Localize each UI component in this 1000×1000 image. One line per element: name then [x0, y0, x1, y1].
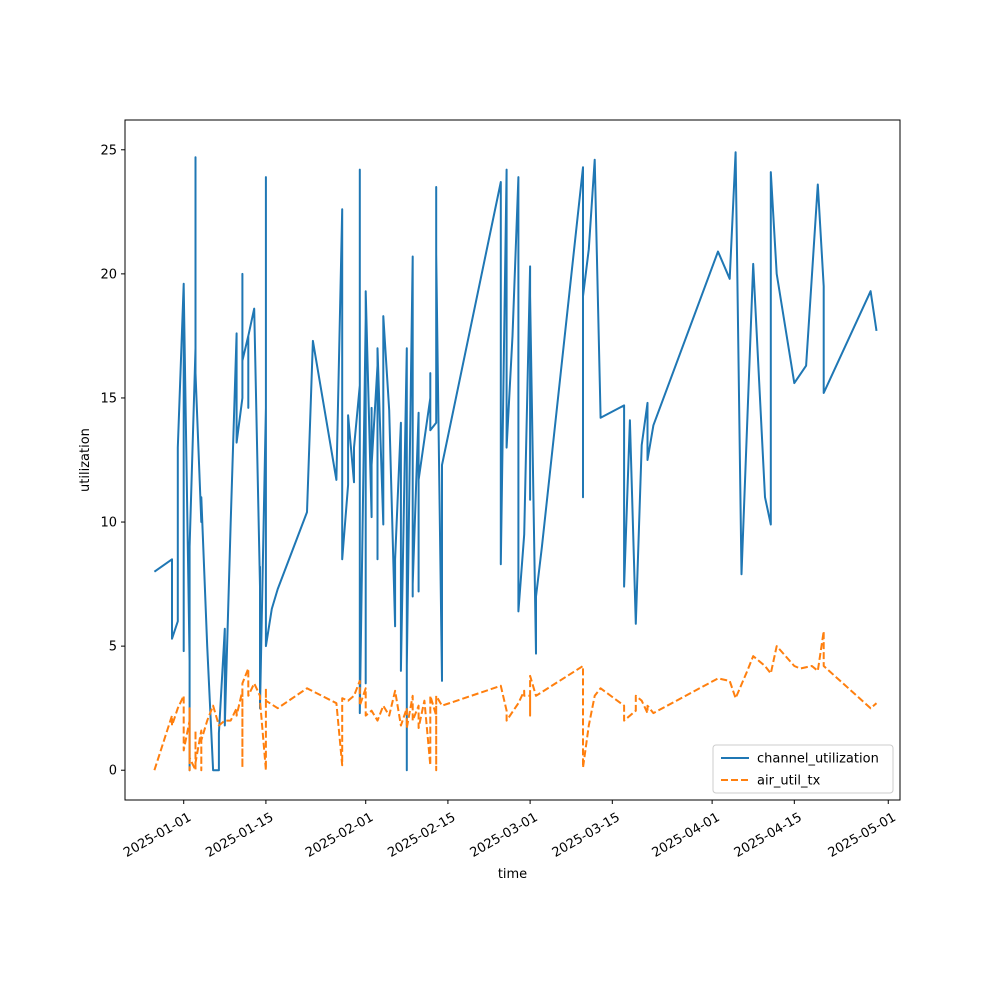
- y-tick-label: 5: [109, 640, 117, 655]
- y-tick-label: 10: [100, 516, 117, 531]
- legend-box: [712, 744, 894, 794]
- legend-label-channel-utilization: channel_utilization: [757, 752, 879, 767]
- legend: channel_utilization air_util_tx: [712, 744, 894, 794]
- y-tick-label: 0: [109, 764, 117, 779]
- y-tick-label: 20: [100, 267, 117, 282]
- series-line-air-util-tx: [153, 630, 878, 772]
- series-line-channel-utilization: [153, 151, 878, 772]
- legend-label-air-util-tx: air_util_tx: [757, 774, 821, 789]
- series-layer: [153, 151, 878, 772]
- y-axis-ticks: 0 5 10 15 20 25: [100, 143, 125, 779]
- y-tick-label: 15: [100, 391, 117, 406]
- y-tick-label: 25: [100, 143, 117, 158]
- x-axis-label: time: [498, 867, 527, 882]
- plot-frame: [124, 119, 901, 801]
- y-axis-label: utilization: [78, 428, 93, 492]
